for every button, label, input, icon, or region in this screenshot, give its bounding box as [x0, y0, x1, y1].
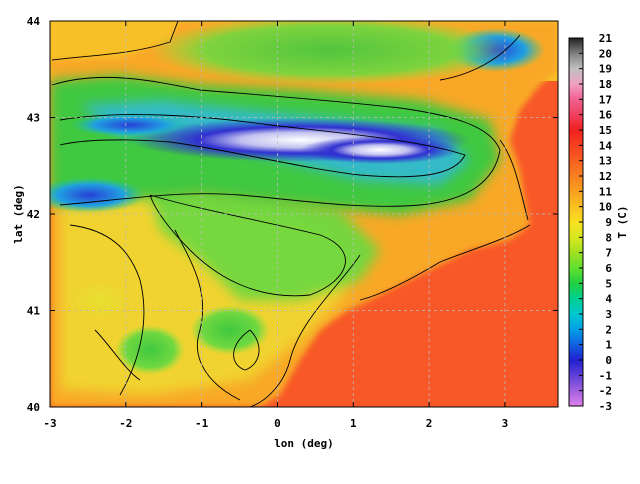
colorbar-tick-label: 2 — [605, 323, 612, 336]
y-tick-label: 41 — [27, 305, 41, 318]
y-axis-title: lat (deg) — [12, 184, 25, 244]
colorbar-title: T (C) — [616, 205, 629, 238]
x-axis-ticks: -3 -2 -1 0 1 2 3 — [43, 21, 508, 430]
x-tick-label: 2 — [426, 417, 433, 430]
colorbar-tick-label: 1 — [605, 339, 612, 352]
colorbar-tick-label: 12 — [599, 170, 612, 183]
colorbar-tick-label: 19 — [599, 63, 612, 76]
y-axis-ticks: 40 41 42 43 44 — [27, 15, 558, 414]
x-tick-label: -2 — [119, 417, 132, 430]
colorbar-tick-label: -2 — [599, 385, 612, 398]
colorbar-tick-label: 15 — [599, 124, 612, 137]
ebro-basin — [150, 190, 380, 300]
iberian-range-central — [190, 305, 270, 355]
colorbar: -3-2-10123456789101112131415161718192021… — [568, 32, 629, 413]
colorbar-tick-label: 20 — [599, 47, 612, 60]
contour-lines — [51, 21, 531, 407]
colorbar-tick-label: 18 — [599, 78, 612, 91]
colorbar-tick-label: 9 — [605, 216, 612, 229]
colorbar-tick-label: 17 — [599, 93, 612, 106]
x-tick-label: 1 — [350, 417, 357, 430]
y-tick-label: 42 — [27, 208, 40, 221]
colorbar-tick-label: 4 — [605, 293, 612, 306]
x-tick-label: -3 — [43, 417, 56, 430]
colorbar-tick-label: -1 — [599, 369, 613, 382]
temperature-field — [50, 21, 558, 407]
map-grid — [50, 21, 558, 407]
colorbar-tick-label: 3 — [605, 308, 612, 321]
france-lowland — [150, 21, 510, 85]
cantabrian-ridge — [70, 113, 190, 137]
y-tick-label: 43 — [27, 112, 40, 125]
colorbar-tick-label: 6 — [605, 262, 612, 275]
iberian-range-south — [115, 325, 185, 375]
colorbar-tick-label: -3 — [599, 400, 612, 413]
x-tick-label: 0 — [274, 417, 281, 430]
colorbar-tick-label: 8 — [605, 231, 612, 244]
colorbar-tick-label: 16 — [599, 109, 613, 122]
colorbar-tick-label: 10 — [599, 201, 612, 214]
colorbar-tick-label: 21 — [599, 32, 613, 45]
colorbar-tick-label: 11 — [599, 185, 613, 198]
colorbar-tick-label: 13 — [599, 155, 612, 168]
western-mountains — [50, 177, 145, 213]
x-tick-label: 3 — [502, 417, 509, 430]
y-tick-label: 44 — [27, 15, 41, 28]
colorbar-tick-label: 0 — [605, 354, 612, 367]
pyrenees-east-ridge — [300, 136, 460, 164]
y-tick-label: 40 — [27, 401, 40, 414]
meseta-zone — [70, 280, 130, 320]
colorbar-tick-label: 7 — [605, 247, 612, 260]
colorbar-tick-label: 5 — [605, 277, 612, 290]
colorbar-tick-label: 14 — [599, 139, 613, 152]
x-axis-title: lon (deg) — [274, 437, 334, 450]
x-tick-label: -1 — [195, 417, 209, 430]
